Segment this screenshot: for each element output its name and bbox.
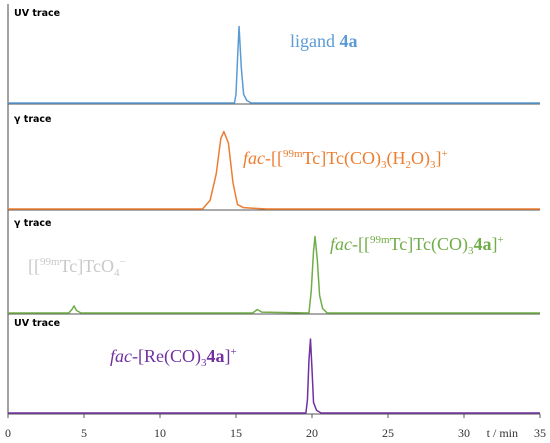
- trace-label: γ trace: [14, 114, 52, 125]
- annotation-part: fac: [330, 234, 352, 254]
- annotation-part: 3: [201, 357, 207, 369]
- annotation-part: Tc]Tc(CO): [303, 148, 381, 169]
- x-tick-label: 15: [230, 426, 242, 440]
- annotation-part: 4a: [206, 346, 224, 366]
- annotation: [[99mTc]TcO4−: [28, 256, 126, 279]
- annotation-part: 99m: [40, 256, 60, 268]
- annotation: fac-[[99mTc]Tc(CO)34a]+: [330, 234, 504, 257]
- x-tick-label: 30: [458, 426, 470, 440]
- annotation-part: −: [120, 256, 126, 268]
- annotation-part: +: [498, 234, 504, 246]
- x-tick-label: 25: [382, 426, 394, 440]
- trace-line: [8, 130, 540, 210]
- annotation-part: 99m: [370, 234, 390, 246]
- annotation-part: 3: [430, 159, 436, 171]
- annotation-part: -[[: [352, 234, 370, 254]
- trace-label: γ trace: [14, 218, 52, 229]
- annotation-part: -[[: [265, 148, 283, 168]
- trace-line: [8, 235, 540, 314]
- trace-line: [8, 338, 540, 414]
- trace-label: UV trace: [14, 318, 60, 329]
- annotation-part: (H: [387, 148, 406, 169]
- annotation-part: 4a: [340, 31, 358, 51]
- annotation-part: Tc]Tc(CO): [390, 234, 468, 255]
- annotation-part: 3: [468, 245, 474, 257]
- annotation-part: Tc]TcO: [60, 256, 114, 276]
- annotation: ligand 4a: [290, 31, 358, 51]
- annotation-part: ]: [492, 234, 498, 254]
- annotation-part: 2: [406, 159, 412, 171]
- trace-label: UV trace: [14, 8, 60, 19]
- annotation-part: -[Re(CO): [132, 346, 201, 367]
- annotation-part: 3: [381, 159, 387, 171]
- x-tick-label: 10: [154, 426, 166, 440]
- annotation-part: fac: [110, 346, 132, 366]
- x-tick-label: 5: [81, 426, 87, 440]
- annotation-part: [[: [28, 256, 40, 276]
- annotation-part: ligand: [290, 31, 340, 51]
- annotation-part: fac: [243, 148, 265, 168]
- x-tick-label: 20: [306, 426, 318, 440]
- annotation: fac-[Re(CO)34a]+: [110, 346, 237, 369]
- annotation: fac-[[99mTc]Tc(CO)3(H2O)3]+: [243, 148, 448, 171]
- annotation-part: ]: [436, 148, 442, 168]
- annotation-part: O): [411, 148, 430, 169]
- x-tick-label: 35: [534, 426, 546, 440]
- x-axis-label: t / min: [487, 426, 518, 440]
- annotation-part: ]: [224, 346, 230, 366]
- annotation-part: 4a: [474, 234, 492, 254]
- x-tick-label: 0: [5, 426, 11, 440]
- annotation-part: 99m: [283, 148, 303, 160]
- annotation-part: +: [442, 148, 448, 160]
- trace-line: [8, 25, 540, 104]
- annotation-part: +: [230, 346, 236, 358]
- annotation-part: 4: [114, 267, 120, 279]
